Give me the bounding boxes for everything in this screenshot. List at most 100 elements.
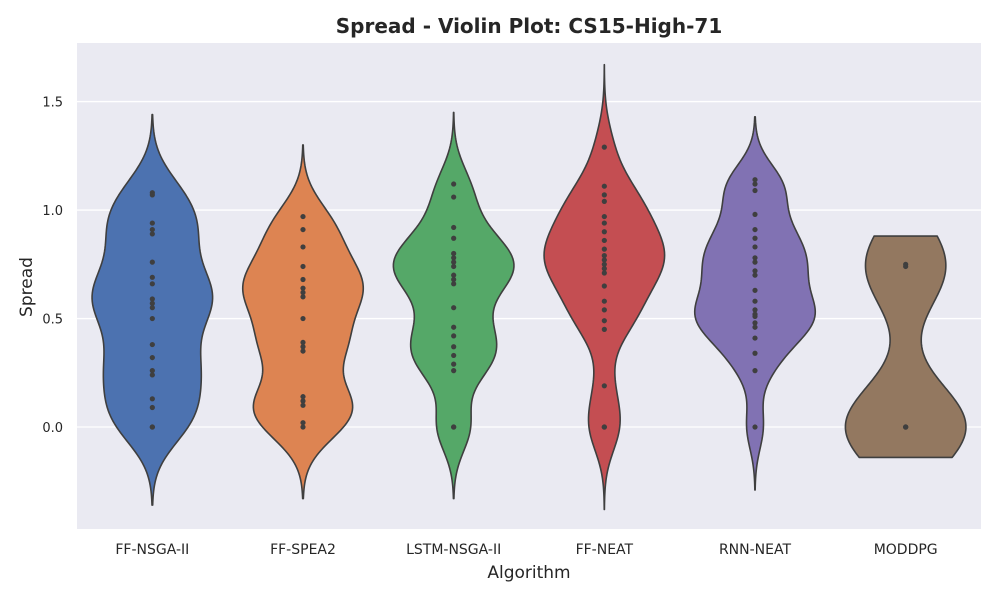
- data-point: [451, 276, 457, 283]
- data-point: [451, 333, 457, 339]
- data-point: [752, 259, 758, 265]
- data-point: [752, 298, 758, 304]
- x-tick-label: FF-NSGA-II: [115, 542, 189, 558]
- data-point: [601, 237, 607, 244]
- data-point: [451, 263, 457, 270]
- data-point: [601, 257, 607, 263]
- y-axis-label: Spread: [17, 257, 37, 317]
- plot-background: [77, 43, 981, 529]
- data-point: [300, 339, 306, 346]
- data-point: [300, 344, 306, 350]
- data-point: [300, 285, 306, 291]
- data-point: [149, 354, 155, 361]
- data-point: [752, 255, 758, 261]
- data-point: [752, 350, 758, 356]
- data-point: [451, 235, 457, 241]
- data-point: [752, 287, 758, 293]
- data-point: [300, 226, 306, 233]
- data-point: [149, 220, 155, 226]
- data-point: [451, 224, 457, 231]
- data-point: [149, 315, 155, 322]
- y-tick-label: 1.0: [42, 204, 63, 219]
- x-axis-label: Algorithm: [487, 563, 570, 583]
- grid-lines: [77, 100, 981, 428]
- x-tick-label: RNN-NEAT: [719, 542, 792, 558]
- data-point: [300, 276, 306, 283]
- data-point: [601, 266, 607, 272]
- data-point: [601, 270, 607, 276]
- data-point: [451, 194, 457, 200]
- data-point: [752, 272, 758, 278]
- data-point: [451, 324, 457, 330]
- data-point: [300, 315, 306, 322]
- data-point: [149, 274, 155, 280]
- data-point: [300, 398, 306, 404]
- data-point: [601, 298, 607, 304]
- data-point: [752, 335, 758, 341]
- data-point: [149, 404, 155, 411]
- data-point: [451, 368, 457, 374]
- data-point: [601, 326, 607, 332]
- data-point: [601, 213, 607, 220]
- data-point: [601, 192, 607, 198]
- data-point: [149, 372, 155, 378]
- data-point: [451, 305, 457, 311]
- y-tick-label: 1.5: [42, 96, 63, 111]
- data-point: [451, 181, 457, 187]
- data-point: [149, 341, 155, 348]
- data-point: [300, 348, 306, 354]
- data-point: [752, 368, 758, 374]
- data-point: [149, 259, 155, 265]
- data-point: [149, 226, 155, 233]
- data-point: [752, 187, 758, 194]
- data-point: [300, 294, 306, 300]
- y-tick-label: 0.5: [42, 313, 63, 328]
- data-point: [451, 272, 457, 278]
- data-point: [601, 383, 607, 389]
- data-point: [149, 368, 155, 374]
- data-point: [752, 268, 758, 274]
- data-point: [752, 313, 758, 319]
- data-point: [752, 307, 758, 313]
- x-tick-label: FF-SPEA2: [270, 542, 336, 558]
- data-point: [300, 289, 306, 296]
- data-point: [300, 263, 306, 270]
- data-point: [300, 213, 306, 220]
- x-tick-label: LSTM-NSGA-II: [406, 542, 501, 558]
- violins: [91, 63, 967, 511]
- data-point: [903, 424, 909, 430]
- data-point: [601, 144, 607, 150]
- data-point: [300, 424, 306, 430]
- x-tick-label: MODDPG: [874, 542, 938, 558]
- data-point: [149, 424, 155, 430]
- data-point: [601, 220, 607, 226]
- data-point: [752, 211, 758, 218]
- data-point: [451, 424, 457, 430]
- data-point: [149, 300, 155, 306]
- data-point: [752, 177, 758, 183]
- data-point: [601, 307, 607, 313]
- data-point: [601, 253, 607, 259]
- data-point: [601, 261, 607, 267]
- data-point: [752, 235, 758, 241]
- x-tick-label: FF-NEAT: [576, 542, 634, 558]
- data-point: [601, 424, 607, 430]
- y-axis-ticks: 0.0 0.5 1.0 1.5: [42, 96, 63, 436]
- y-tick-label: 0.0: [42, 421, 63, 436]
- data-point: [149, 296, 155, 302]
- data-point: [601, 183, 607, 189]
- x-axis-ticks: FF-NSGA-II FF-SPEA2 LSTM-NSGA-II FF-NEAT RNN…: [115, 542, 937, 558]
- data-point: [601, 283, 607, 289]
- data-point: [300, 244, 306, 250]
- data-point: [752, 324, 758, 330]
- data-point: [149, 231, 155, 237]
- chart-title: Spread - Violin Plot: CS15-High-71: [336, 14, 722, 38]
- data-point: [300, 402, 306, 408]
- data-point: [601, 229, 607, 235]
- data-point: [149, 281, 155, 287]
- data-point: [451, 361, 457, 367]
- data-point: [149, 396, 155, 402]
- data-point: [451, 344, 457, 350]
- data-point: [903, 263, 909, 270]
